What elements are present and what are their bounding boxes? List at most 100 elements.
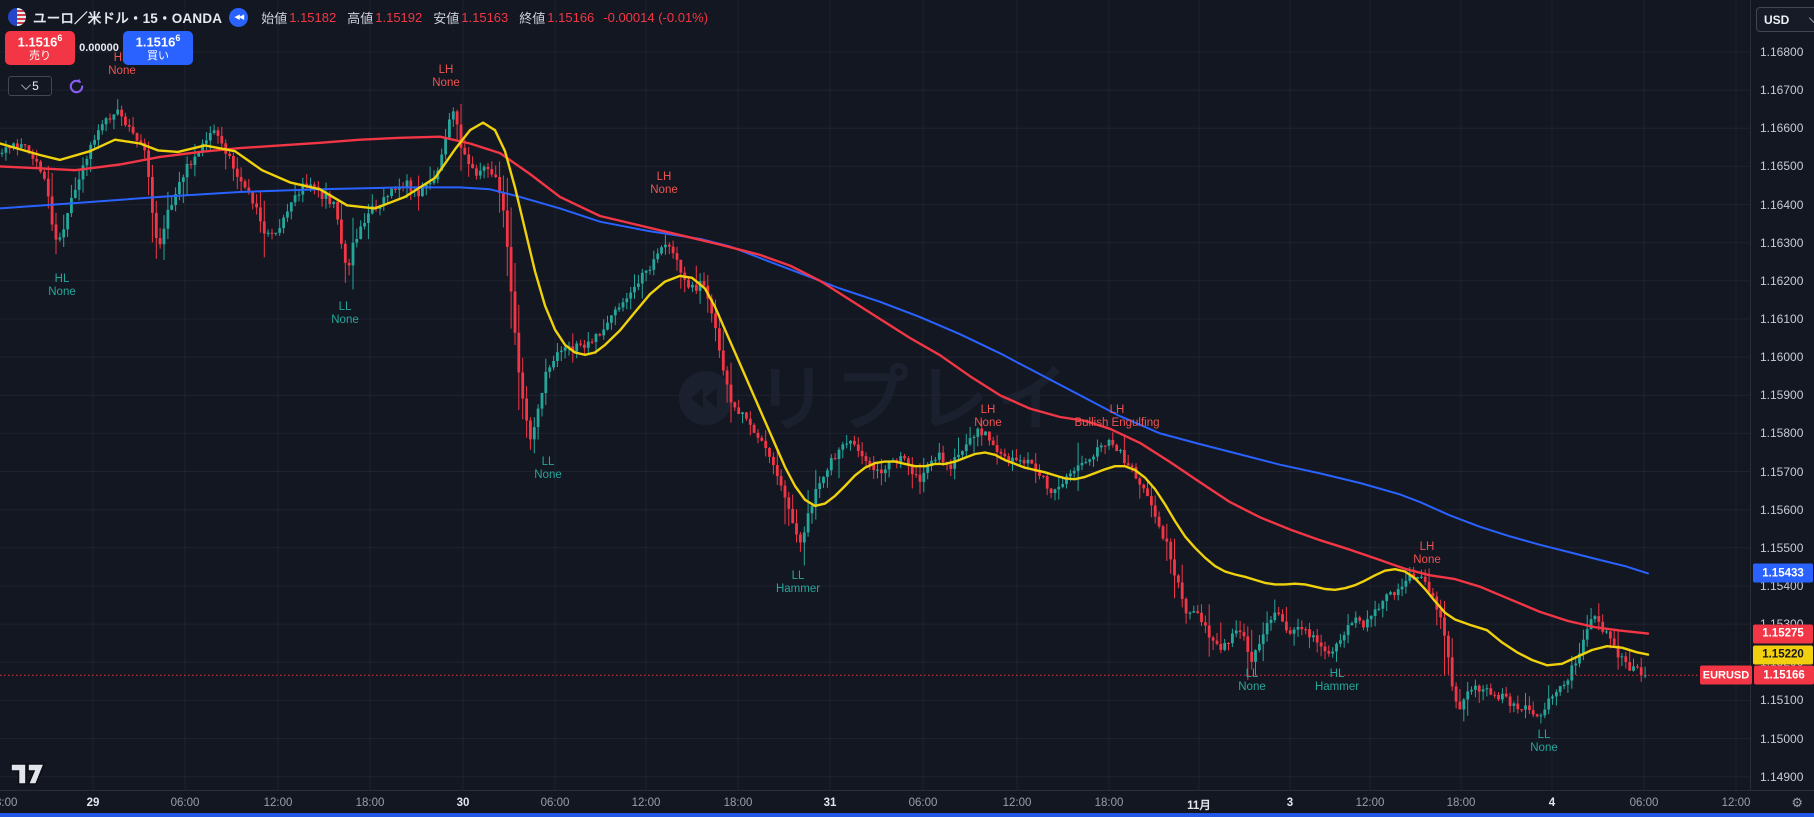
price-tick-label: 1.15700 [1760, 464, 1804, 479]
ma-price-label: 1.15220 [1753, 645, 1813, 665]
chevron-down-icon [21, 79, 32, 90]
time-tick-label: 06:00 [170, 797, 200, 809]
time-tick-label: 4 [1548, 797, 1556, 809]
time-tick-label: 12:00 [263, 797, 293, 809]
price-tick-label: 1.15600 [1760, 502, 1804, 517]
high-value: 1.15192 [375, 9, 423, 25]
price-tick-label: 1.16100 [1760, 312, 1804, 326]
last-price-chip: EURUSD 1.15166 [1700, 665, 1814, 685]
candlestick-chart[interactable]: リプレイ [0, 0, 1750, 790]
time-tick-label: 18:00 [723, 797, 753, 809]
price-tick-label: 1.15000 [1760, 731, 1804, 746]
chevron-down-icon [1808, 13, 1814, 24]
symbol-legend: ユーロ／米ドル・15・OANDA ◀◀ 始値 1.15182 高値 1.15192 … [8, 7, 708, 27]
replay-rewind-icon[interactable]: ◀◀ [229, 7, 249, 27]
buy-price: 1.1516 [135, 34, 176, 50]
price-tick-label: 1.16500 [1760, 159, 1804, 174]
last-price-value: 1.15166 [1754, 665, 1814, 685]
ma-price-label: 1.15433 [1753, 563, 1813, 583]
sell-button[interactable]: 1.15166 売り [5, 31, 75, 65]
replay-watermark: リプレイ [679, 360, 1076, 440]
pivot-marker: HL None [48, 273, 76, 298]
ma-price-label: 1.15275 [1753, 624, 1813, 644]
price-tick-label: 1.16400 [1760, 197, 1804, 212]
time-tick-label: 11月 [1187, 800, 1211, 812]
time-tick-label: 12:00 [1721, 797, 1751, 809]
close-value: 1.15166 [547, 9, 595, 25]
pivot-marker: LL None [534, 456, 562, 481]
svg-text:リプレイ: リプレイ [756, 360, 1076, 440]
symbol-title[interactable]: ユーロ／米ドル・15・OANDA [33, 11, 223, 26]
ohlc-readout: 始値 1.15182 高値 1.15192 安値 1.15163 終値 1.15166 [261, 8, 594, 27]
ma-fast [0, 121, 1650, 667]
close-label: 終値 [519, 10, 546, 26]
buy-button[interactable]: 1.15166 買い [123, 31, 193, 65]
price-tick-label: 1.16200 [1760, 273, 1804, 288]
time-axis[interactable]: ⚙ 18:00 29 06:00 12:00 18:00 30 06:00 12:00 18:0… [0, 790, 1814, 817]
high-label: 高値 [347, 10, 374, 26]
time-tick-label: 18:00 [1094, 797, 1124, 809]
ma-mid [0, 135, 1650, 635]
pivot-marker: LH None [432, 64, 460, 89]
pivot-marker: LL None [331, 301, 359, 326]
open-value: 1.15182 [289, 9, 337, 25]
buy-price-pip: 6 [175, 33, 181, 44]
spread-value: 0.00000 [79, 42, 119, 54]
time-tick-label: 31 [823, 797, 837, 809]
sell-label: 売り [29, 50, 51, 63]
time-tick-label: 3 [1286, 797, 1294, 809]
currency-selector[interactable]: USD [1756, 7, 1814, 32]
time-tick-label: 06:00 [1629, 797, 1659, 809]
time-tick-label: 18:00 [0, 797, 18, 809]
price-tick-label: 1.15800 [1760, 426, 1804, 441]
pivot-marker: LH None [1413, 541, 1441, 566]
time-tick-label: 12:00 [1002, 797, 1032, 809]
currency-label: USD [1764, 12, 1790, 27]
timezone-settings-icon[interactable]: ⚙ [1791, 795, 1803, 810]
tradingview-logo[interactable] [10, 761, 46, 787]
time-tick-label: 30 [456, 797, 470, 809]
time-tick-label: 18:00 [1446, 797, 1476, 809]
pivot-markers-layer: HH None HL None LL None LH None LH None LL No… [48, 52, 1558, 754]
price-tick-label: 1.16800 [1760, 45, 1804, 59]
pivot-marker: LH Bullish Engulfing [1074, 404, 1160, 429]
replay-toolbar: 5 [8, 76, 86, 96]
trade-widget: 1.15166 売り 0.00000 1.15166 買い [5, 31, 193, 65]
time-tick-label: 18:00 [355, 797, 385, 809]
low-label: 安値 [433, 10, 460, 26]
time-tick-label: 12:00 [1355, 797, 1385, 809]
price-tick-label: 1.15900 [1760, 388, 1804, 403]
price-tick-label: 1.14900 [1760, 769, 1804, 784]
price-tick-label: 1.16300 [1760, 235, 1804, 250]
replay-step-count: 5 [32, 79, 39, 93]
time-tick-label: 06:00 [540, 797, 570, 809]
price-tick-label: 1.16700 [1760, 83, 1804, 98]
time-tick-label: 29 [86, 797, 100, 809]
pivot-marker: LH None [974, 404, 1002, 429]
pivot-marker: HL Hammer [1314, 668, 1360, 693]
pivot-marker: LL None [1530, 729, 1558, 754]
open-label: 始値 [261, 10, 288, 26]
last-price-symbol: EURUSD [1700, 665, 1752, 685]
price-tick-label: 1.16600 [1760, 121, 1804, 136]
price-tick-label: 1.15500 [1760, 540, 1804, 555]
time-tick-label: 06:00 [908, 797, 938, 809]
price-axis[interactable]: USD 1.16800 1.16700 1.16600 1.16500 1.16400 1… [1750, 0, 1814, 790]
pivot-marker: LL Hammer [775, 570, 821, 595]
price-tick-label: 1.16000 [1760, 350, 1804, 365]
pivot-marker: LH None [650, 171, 678, 196]
autoplay-loop-icon[interactable] [67, 77, 86, 96]
low-value: 1.15163 [461, 9, 509, 25]
replay-progress-strip [0, 813, 1814, 817]
ma-slow [0, 186, 1649, 575]
time-tick-label: 12:00 [631, 797, 661, 809]
replay-step-selector[interactable]: 5 [8, 76, 52, 96]
sell-price: 1.1516 [17, 34, 58, 50]
price-tick-label: 1.15100 [1760, 693, 1804, 708]
sell-price-pip: 6 [57, 33, 63, 44]
eurusd-flag-icon [8, 8, 26, 26]
pivot-marker: LL None [1238, 668, 1266, 693]
buy-label: 買い [147, 50, 169, 63]
change-readout: -0.00014 (-0.01%) [603, 9, 709, 25]
